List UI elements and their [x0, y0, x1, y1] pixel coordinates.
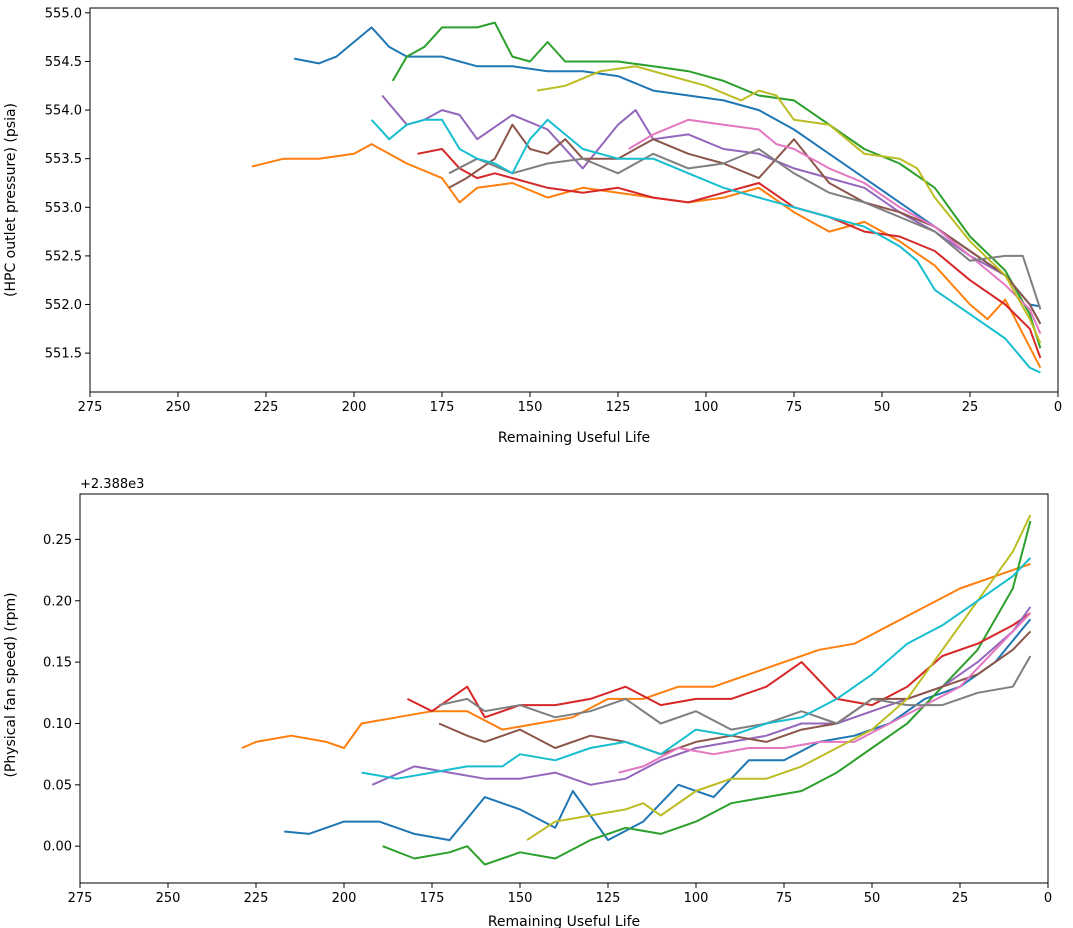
chart-0-y-tick-label-5: 554.0	[45, 104, 82, 119]
chart-0-ylabel: (HPC outlet pressure) (psia)	[3, 103, 19, 297]
chart-0-axes-frame	[89, 7, 1059, 393]
chart-1-series-line-0	[284, 618, 1032, 842]
chart-1-series-line-6	[618, 612, 1032, 774]
chart-0-series-line-8	[536, 65, 1042, 344]
chart-0-x-tick-label-9: 50	[874, 400, 891, 415]
chart-0-x-tick-label-6: 125	[606, 400, 631, 415]
chart-hpc-outlet-pressure: (HPC outlet pressure) (psia) Remaining U…	[3, 6, 1062, 446]
chart-1-xlabel: Remaining Useful Life	[488, 914, 640, 928]
chart-1-y-tick-label-1: 0.05	[43, 778, 72, 793]
chart-0-x-tick-label-7: 100	[694, 400, 719, 415]
chart-1-x-tick-label-3: 200	[332, 891, 357, 906]
chart-0-series-line-7	[448, 148, 1042, 310]
chart-0-series-line-5	[448, 123, 1042, 325]
chart-0-x-tick-label-1: 250	[166, 400, 191, 415]
chart-1-x-tick-label-4: 175	[420, 891, 445, 906]
chart-1-ylabel: (Physical fan speed) (rpm)	[3, 592, 19, 777]
chart-1-offset-text: +2.388e3	[80, 477, 144, 492]
chart-1-y-tick-label-4: 0.20	[43, 594, 72, 609]
chart-physical-fan-speed: +2.388e3 (Physical fan speed) (rpm) Rema…	[3, 477, 1052, 928]
chart-0-y-tick-label-7: 555.0	[45, 6, 82, 21]
chart-1-x-tick-label-2: 225	[244, 891, 269, 906]
chart-1-series-line-9	[361, 557, 1032, 780]
chart-0-x-tick-label-8: 75	[786, 400, 803, 415]
chart-0-series-line-9	[370, 118, 1041, 374]
chart-0-x-tick-label-5: 150	[518, 400, 543, 415]
chart-1-x-tick-label-9: 50	[864, 891, 881, 906]
chart-0-x-tick-label-0: 275	[78, 400, 103, 415]
chart-0-x-tick-label-4: 175	[430, 400, 455, 415]
chart-0-plot-area: 275 250 225 200 175 150 125 100 75 50 25 0551.5552.…	[45, 6, 1062, 415]
chart-0-x-tick-label-11: 0	[1054, 400, 1062, 415]
chart-0-x-tick-label-2: 225	[254, 400, 279, 415]
chart-0-series-line-4	[381, 94, 1042, 325]
chart-1-series-line-2	[382, 520, 1032, 866]
chart-1-x-tick-label-1: 250	[156, 891, 181, 906]
chart-0-series-group	[251, 21, 1042, 374]
chart-0-series-line-6	[628, 118, 1042, 335]
chart-0-series-line-2	[391, 21, 1042, 349]
chart-1-y-tick-label-0: 0.00	[43, 840, 72, 855]
chart-0-y-tick-label-2: 552.5	[45, 249, 82, 264]
chart-1-y-tick-label-2: 0.10	[43, 717, 72, 732]
chart-1-series-line-8	[526, 514, 1032, 841]
chart-1-x-tick-label-5: 150	[508, 891, 533, 906]
chart-0-x-tick-label-10: 25	[962, 400, 979, 415]
chart-0-y-tick-label-3: 553.0	[45, 201, 82, 216]
chart-1-series-line-3	[406, 612, 1031, 719]
chart-1-y-tick-label-5: 0.25	[43, 533, 72, 548]
chart-1-x-tick-label-11: 0	[1044, 891, 1052, 906]
chart-0-y-tick-label-1: 552.0	[45, 298, 82, 313]
chart-1-series-group	[241, 514, 1032, 866]
chart-1-axes-frame	[79, 493, 1049, 884]
chart-1-x-tick-label-7: 100	[684, 891, 709, 906]
chart-0-y-tick-label-6: 554.5	[45, 55, 82, 70]
chart-1-y-tick-label-3: 0.15	[43, 656, 72, 671]
chart-1-series-line-7	[438, 655, 1032, 731]
chart-0-y-tick-label-4: 553.5	[45, 152, 82, 167]
chart-1-series-line-1	[241, 562, 1031, 749]
chart-1-x-tick-label-6: 125	[596, 891, 621, 906]
chart-1-plot-area: 275 250 225 200 175 150 125 100 75 50 25 00.000.050…	[43, 493, 1052, 906]
chart-1-x-tick-label-8: 75	[776, 891, 793, 906]
chart-1-x-tick-label-0: 275	[68, 891, 93, 906]
chart-0-y-tick-label-0: 551.5	[45, 347, 82, 362]
chart-0-series-line-3	[417, 148, 1042, 359]
chart-1-x-tick-label-10: 25	[952, 891, 969, 906]
chart-0-x-tick-label-3: 200	[342, 400, 367, 415]
chart-0-xlabel: Remaining Useful Life	[498, 430, 650, 446]
